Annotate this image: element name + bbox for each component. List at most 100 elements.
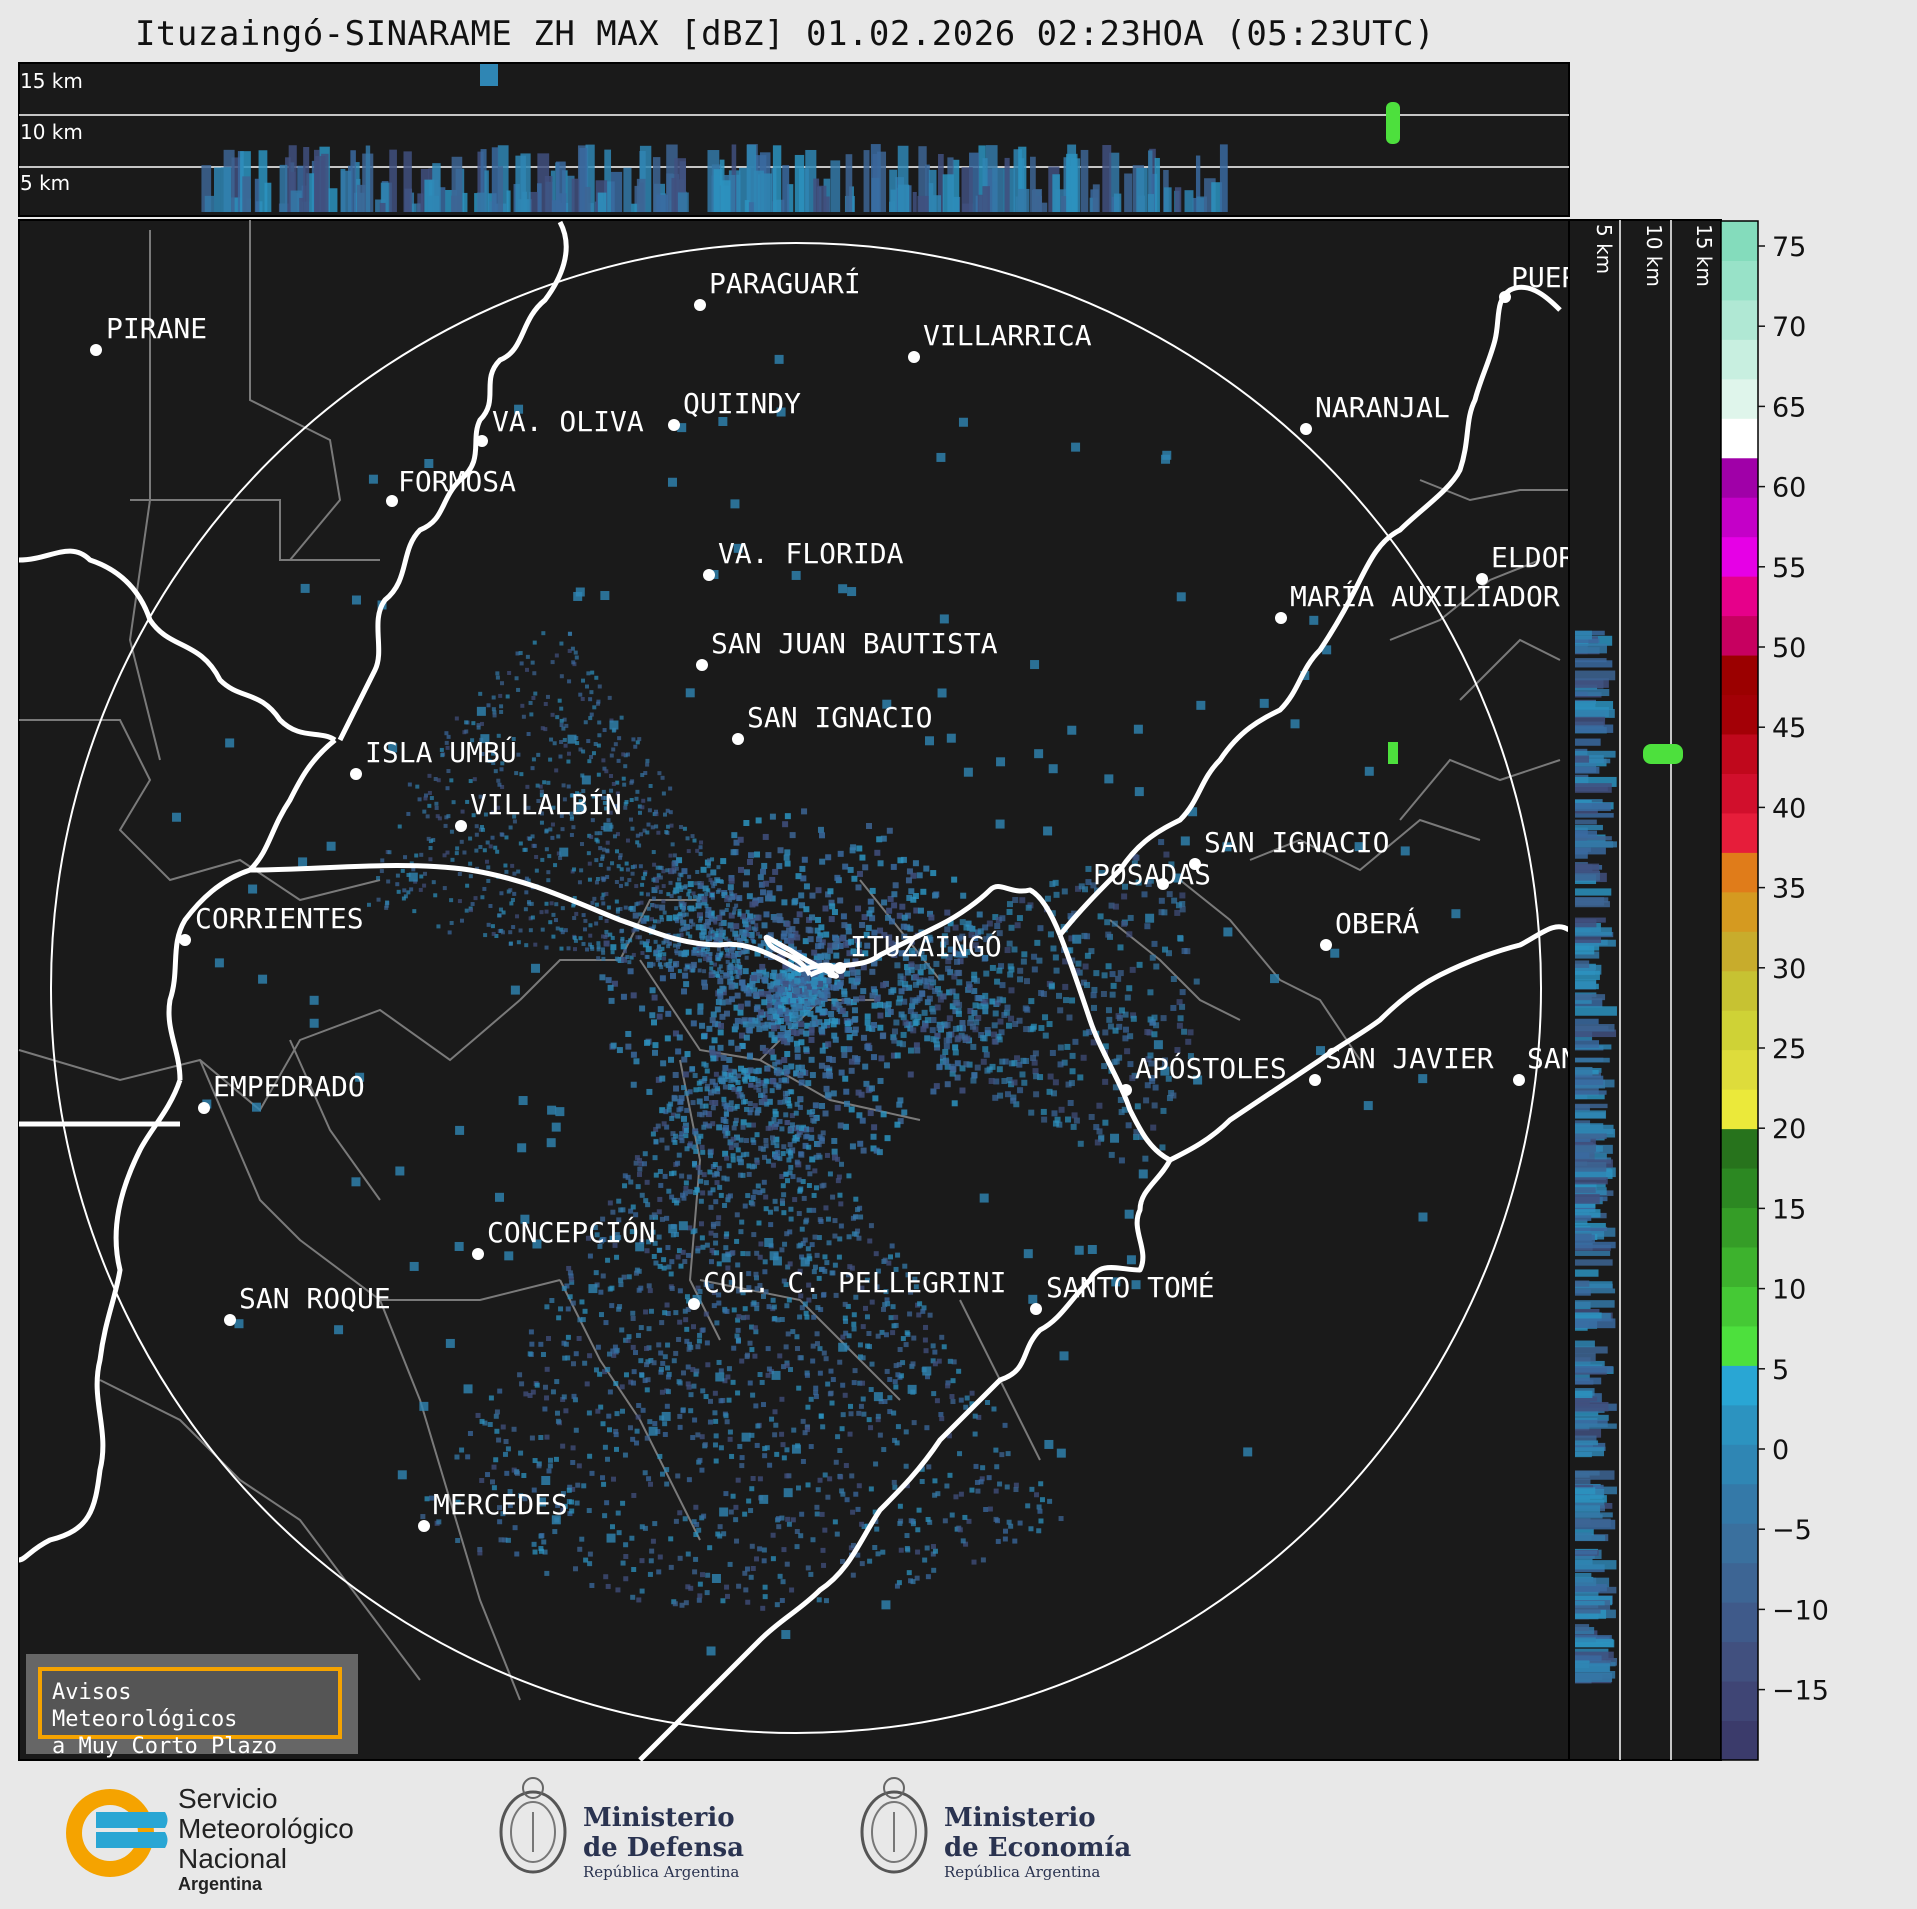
colorbar-swatch xyxy=(1721,1483,1758,1524)
city-label: NARANJAL xyxy=(1315,391,1450,424)
city-dot xyxy=(472,1248,484,1260)
side-label-15km: 15 km xyxy=(1692,224,1716,287)
city-marker: QUIINDY xyxy=(668,387,801,431)
city-dot xyxy=(696,659,708,671)
top-profile-panel xyxy=(18,62,1570,217)
colorbar-swatch xyxy=(1721,931,1758,972)
colorbar-swatch xyxy=(1721,1681,1758,1722)
city-marker: VILLARRICA xyxy=(908,319,1092,363)
city-dot xyxy=(1189,858,1201,870)
city-label: QUIINDY xyxy=(683,387,801,420)
city-marker: FORMOSA xyxy=(386,465,516,507)
city-label: VA. OLIVA xyxy=(492,405,644,438)
colorbar-swatch xyxy=(1721,1010,1758,1051)
city-dot xyxy=(455,820,467,832)
colorbar-swatch xyxy=(1721,1049,1758,1090)
city-label: COL. C. PELLEGRINI xyxy=(703,1266,1006,1299)
top-label-15km: 15 km xyxy=(20,69,83,93)
colorbar-tick-label: 70 xyxy=(1772,312,1806,343)
city-dot xyxy=(834,962,846,974)
economia-seal-icon xyxy=(860,1777,928,1874)
city-label: SAN JUAN BAUTISTA xyxy=(711,627,998,660)
colorbar-swatch xyxy=(1721,221,1758,261)
side-label-10km: 10 km xyxy=(1642,224,1666,287)
colorbar-swatch xyxy=(1721,457,1758,498)
city-marker: PARAGUARÍ xyxy=(694,266,861,311)
city-markers: PIRANE PARAGUARÍ VILLARRICA QUIINDY VA. OLIV… xyxy=(90,261,1579,1532)
city-marker: SAN JUAN BAUTISTA xyxy=(696,627,998,671)
colorbar-swatch xyxy=(1721,1404,1758,1445)
city-label: ELDOR xyxy=(1491,541,1575,574)
colorbar-swatch xyxy=(1721,299,1758,340)
colorbar-swatch xyxy=(1721,1641,1758,1682)
colorbar-swatch xyxy=(1721,1168,1758,1209)
rivers-borders-white xyxy=(18,220,1571,1762)
colorbar-swatch xyxy=(1721,260,1758,301)
city-marker: VA. FLORIDA xyxy=(703,537,904,581)
city-dot xyxy=(198,1102,210,1114)
colorbar-swatch xyxy=(1721,1128,1758,1169)
city-label: VA. FLORIDA xyxy=(718,537,904,570)
colorbar-swatch xyxy=(1721,378,1758,419)
colorbar-tick-label: 10 xyxy=(1772,1275,1806,1306)
colorbar-swatch xyxy=(1721,1325,1758,1366)
side-label-5km: 5 km xyxy=(1592,224,1616,274)
chart-title: Ituzaingó-SINARAME ZH MAX [dBZ] 01.02.20… xyxy=(134,14,1436,54)
city-label: SAN JAVIER xyxy=(1325,1042,1494,1075)
economia-logo-text: Ministerio de Economía República Argenti… xyxy=(944,1803,1132,1881)
colorbar-tick-label: 25 xyxy=(1772,1034,1806,1065)
colorbar-swatch xyxy=(1721,655,1758,696)
city-label: SAN ROQUE xyxy=(239,1282,391,1315)
city-dot xyxy=(688,1298,700,1310)
colorbar-swatch xyxy=(1721,1365,1758,1406)
colorbar-tick-label: −5 xyxy=(1772,1515,1812,1546)
colorbar-swatch xyxy=(1721,891,1758,932)
city-label: VILLALBÍN xyxy=(470,787,622,821)
colorbar-swatch xyxy=(1721,1602,1758,1643)
city-marker: SANTO TOMÉ xyxy=(1030,1270,1215,1315)
colorbar-frame xyxy=(1720,220,1759,1761)
city-label: PIRANE xyxy=(106,312,207,345)
city-label: APÓSTOLES xyxy=(1135,1051,1287,1085)
colorbar-swatch xyxy=(1721,773,1758,814)
colorbar-swatch xyxy=(1721,1247,1758,1287)
city-dot xyxy=(668,419,680,431)
city-label: POSADAS xyxy=(1093,858,1211,891)
top-profile-echoes xyxy=(201,64,1400,212)
colorbar-tick-label: 55 xyxy=(1772,553,1806,584)
colorbar-swatch xyxy=(1721,734,1758,774)
colorbar-tick-label: 0 xyxy=(1772,1435,1789,1466)
city-label: PUER xyxy=(1511,261,1579,294)
city-dot xyxy=(1275,612,1287,624)
colorbar-swatch xyxy=(1721,339,1758,380)
city-marker: POSADAS xyxy=(1093,858,1211,891)
city-dot xyxy=(350,768,362,780)
colorbar-swatch xyxy=(1721,1207,1758,1248)
colorbar-tick-label: 65 xyxy=(1772,392,1806,423)
banner-line-2: a Muy Corto Plazo xyxy=(52,1734,278,1759)
top-label-5km: 5 km xyxy=(20,171,70,195)
city-marker: SAN IGNACIO xyxy=(1189,826,1389,870)
colorbar-tick-label: 30 xyxy=(1772,954,1806,985)
city-marker: VILLALBÍN xyxy=(455,787,622,832)
colorbar-swatch xyxy=(1721,694,1758,735)
city-marker: ELDOR xyxy=(1476,541,1575,585)
colorbar-tick-label: 45 xyxy=(1772,713,1806,744)
city-label: ISLA UMBÚ xyxy=(365,735,517,769)
city-label: MARÍA AUXILIADOR xyxy=(1290,579,1560,613)
city-marker: CONCEPCIÓN xyxy=(472,1215,656,1260)
city-marker: SAN ROQUE xyxy=(224,1282,391,1326)
city-dot xyxy=(703,569,715,581)
city-marker: CORRIENTES xyxy=(179,902,364,946)
smn-logo-icon xyxy=(66,1789,168,1877)
colorbar-swatch xyxy=(1721,1089,1758,1130)
warnings-banner: Avisos Meteorológicos a Muy Corto Plazo xyxy=(38,1667,342,1759)
city-dot xyxy=(1476,573,1488,585)
defensa-seal-icon xyxy=(499,1777,567,1874)
colorbar xyxy=(1720,220,1759,1761)
city-dot xyxy=(1300,423,1312,435)
city-dot xyxy=(1120,1084,1132,1096)
city-marker: NARANJAL xyxy=(1300,391,1450,435)
city-label: VILLARRICA xyxy=(923,319,1092,352)
